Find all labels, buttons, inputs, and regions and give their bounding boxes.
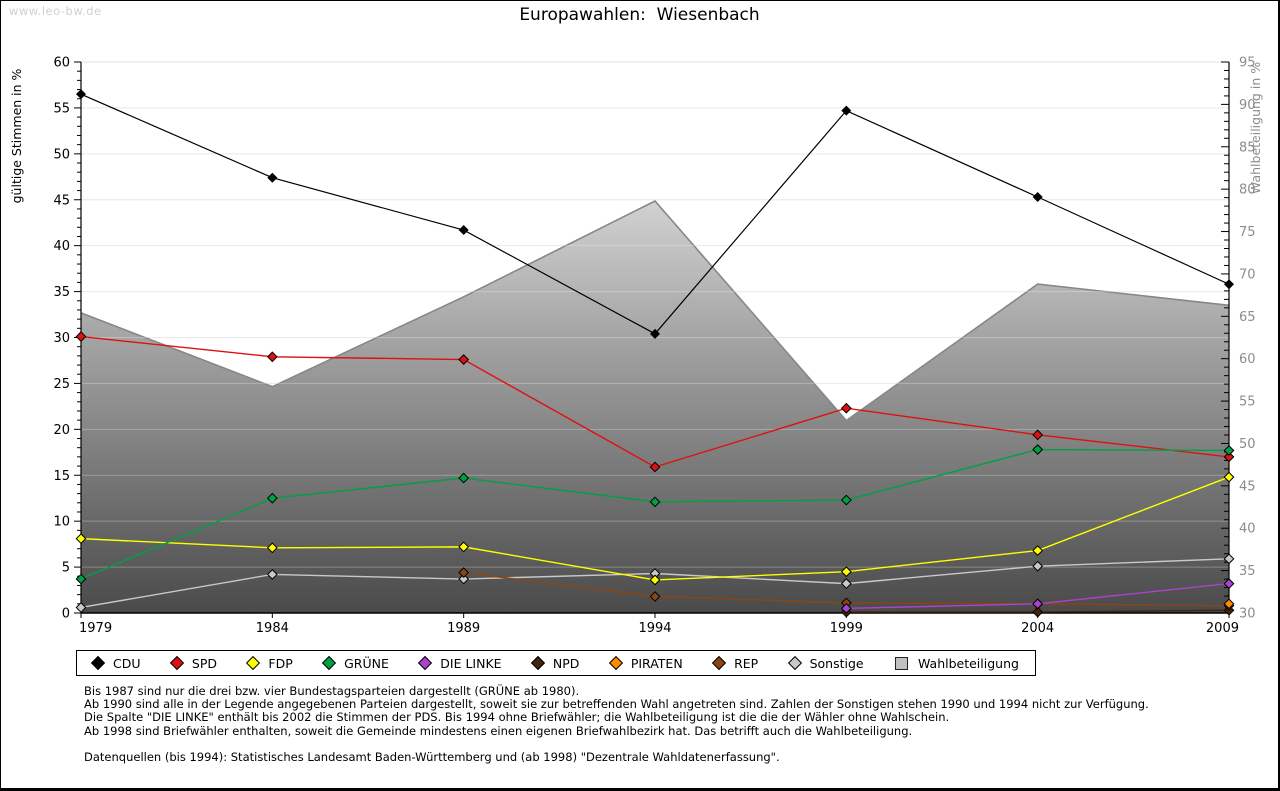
legend-label: NPD: [552, 655, 580, 671]
legend-label: REP: [734, 655, 759, 671]
legend-label: CDU: [113, 655, 141, 671]
legend-diamond-marker: [169, 655, 184, 671]
legend-label: DIE LINKE: [440, 655, 502, 671]
legend-diamond-marker: [530, 655, 545, 671]
legend-item-wahlbeteiligung: Wahlbeteiligung: [894, 655, 1019, 671]
svg-text:45: 45: [53, 193, 70, 208]
legend-item-rep: REP: [711, 655, 759, 671]
svg-text:80: 80: [1239, 183, 1256, 198]
legend-label: Wahlbeteiligung: [917, 655, 1019, 671]
svg-text:75: 75: [1239, 225, 1256, 240]
footnote-line: Ab 1990 sind alle in der Legende angegeb…: [84, 697, 1149, 712]
svg-text:30: 30: [1239, 607, 1256, 622]
svg-text:1984: 1984: [256, 621, 289, 636]
legend-diamond-marker: [787, 655, 802, 671]
svg-text:25: 25: [53, 377, 70, 392]
svg-text:35: 35: [1239, 564, 1256, 579]
svg-text:1979: 1979: [79, 621, 112, 636]
legend-diamond-marker: [608, 655, 623, 671]
legend-item-gr-ne: GRÜNE: [322, 655, 389, 671]
series-piraten: [1223, 598, 1235, 610]
right-axis-labels: 30 35 40 45 50 55 60 65 70 75 80 85 90 95: [1239, 56, 1256, 622]
right-axis-title: Wahlbeteiligung in %: [1248, 62, 1263, 194]
svg-text:10: 10: [53, 515, 70, 530]
series-gr-ne: [75, 444, 1235, 585]
data-source-line: Datenquellen (bis 1994): Statistisches L…: [84, 749, 780, 764]
svg-text:70: 70: [1239, 267, 1256, 282]
svg-text:55: 55: [53, 101, 70, 116]
legend-item-npd: NPD: [530, 655, 580, 671]
svg-text:60: 60: [1239, 352, 1256, 367]
svg-text:60: 60: [53, 56, 70, 71]
legend-label: GRÜNE: [344, 655, 389, 671]
svg-text:20: 20: [53, 423, 70, 438]
svg-text:2009: 2009: [1206, 621, 1239, 636]
legend-item-piraten: PIRATEN: [608, 655, 683, 671]
axis-titles: gültige Stimmen in % Wahlbeteiligung in %: [9, 62, 1263, 204]
svg-text:5: 5: [62, 561, 70, 576]
svg-text:95: 95: [1239, 56, 1256, 71]
legend-diamond-marker: [418, 655, 433, 671]
svg-text:35: 35: [53, 285, 70, 300]
left-axis-labels: 0 5 10 15 20 25 30 35 40 45 50 55 60: [53, 56, 70, 622]
legend-item-cdu: CDU: [90, 655, 141, 671]
legend-square-marker: [894, 656, 908, 670]
footnote-line: Ab 1998 sind Briefwähler enthalten, sowe…: [84, 723, 913, 738]
svg-text:85: 85: [1239, 140, 1256, 155]
legend-item-fdp: FDP: [246, 655, 293, 671]
svg-text:15: 15: [53, 469, 70, 484]
legend-item-sonstige: Sonstige: [787, 655, 864, 671]
svg-text:1999: 1999: [830, 621, 863, 636]
legend-item-spd: SPD: [169, 655, 217, 671]
svg-text:2004: 2004: [1021, 621, 1054, 636]
footnote-line: Bis 1987 sind nur die drei bzw. vier Bun…: [84, 684, 580, 698]
election-line-chart: 0 5 10 15 20 25 30 35 40 45 50 55 60 30 35 40 45 50 55 60 65…: [9, 56, 1263, 637]
series-fdp: [75, 471, 1235, 586]
svg-text:65: 65: [1239, 310, 1256, 325]
legend-diamond-marker: [322, 655, 337, 671]
footnote-line: Die Spalte "DIE LINKE" enthält bis 2002 …: [84, 710, 950, 725]
chart-legend: CDU SPD FDP GRÜNE DIE LINKE NPD PIRATEN REP Sons…: [76, 650, 1036, 676]
legend-diamond-marker: [90, 655, 106, 671]
left-axis-title: gültige Stimmen in %: [9, 68, 24, 203]
x-axis-labels: 1979 1984 1989 1994 1999 2004 2009: [79, 621, 1239, 636]
legend-item-die-linke: DIE LINKE: [418, 655, 502, 671]
chart-footnotes: Bis 1987 sind nur die drei bzw. vier Bun…: [84, 684, 1238, 764]
svg-text:50: 50: [53, 147, 70, 162]
svg-text:40: 40: [1239, 522, 1256, 537]
series-spd: [75, 331, 1235, 473]
legend-diamond-marker: [246, 655, 261, 671]
legend-label: SPD: [191, 655, 217, 671]
svg-text:0: 0: [62, 607, 70, 622]
svg-text:50: 50: [1239, 437, 1256, 452]
svg-text:90: 90: [1239, 98, 1256, 113]
wahlbeteiligung-area: [80, 200, 1230, 613]
svg-text:1994: 1994: [638, 621, 671, 636]
axis-ticks: [74, 61, 1230, 618]
grid-lines-overlay: [81, 107, 1229, 568]
legend-label: FDP: [268, 655, 293, 671]
series-cdu: [75, 89, 1235, 339]
legend-label: PIRATEN: [630, 655, 683, 671]
svg-text:45: 45: [1239, 479, 1256, 494]
svg-text:30: 30: [53, 331, 70, 346]
series-sonstige: [75, 553, 1235, 613]
legend-diamond-marker: [711, 655, 727, 671]
svg-text:1989: 1989: [447, 621, 480, 636]
svg-text:40: 40: [53, 239, 70, 254]
page-title: Europawahlen: Wiesenbach: [519, 5, 760, 25]
watermark: www.leo-bw.de: [9, 4, 102, 18]
svg-text:55: 55: [1239, 395, 1256, 410]
series-die-linke: [840, 578, 1235, 614]
legend-label: Sonstige: [809, 655, 864, 671]
